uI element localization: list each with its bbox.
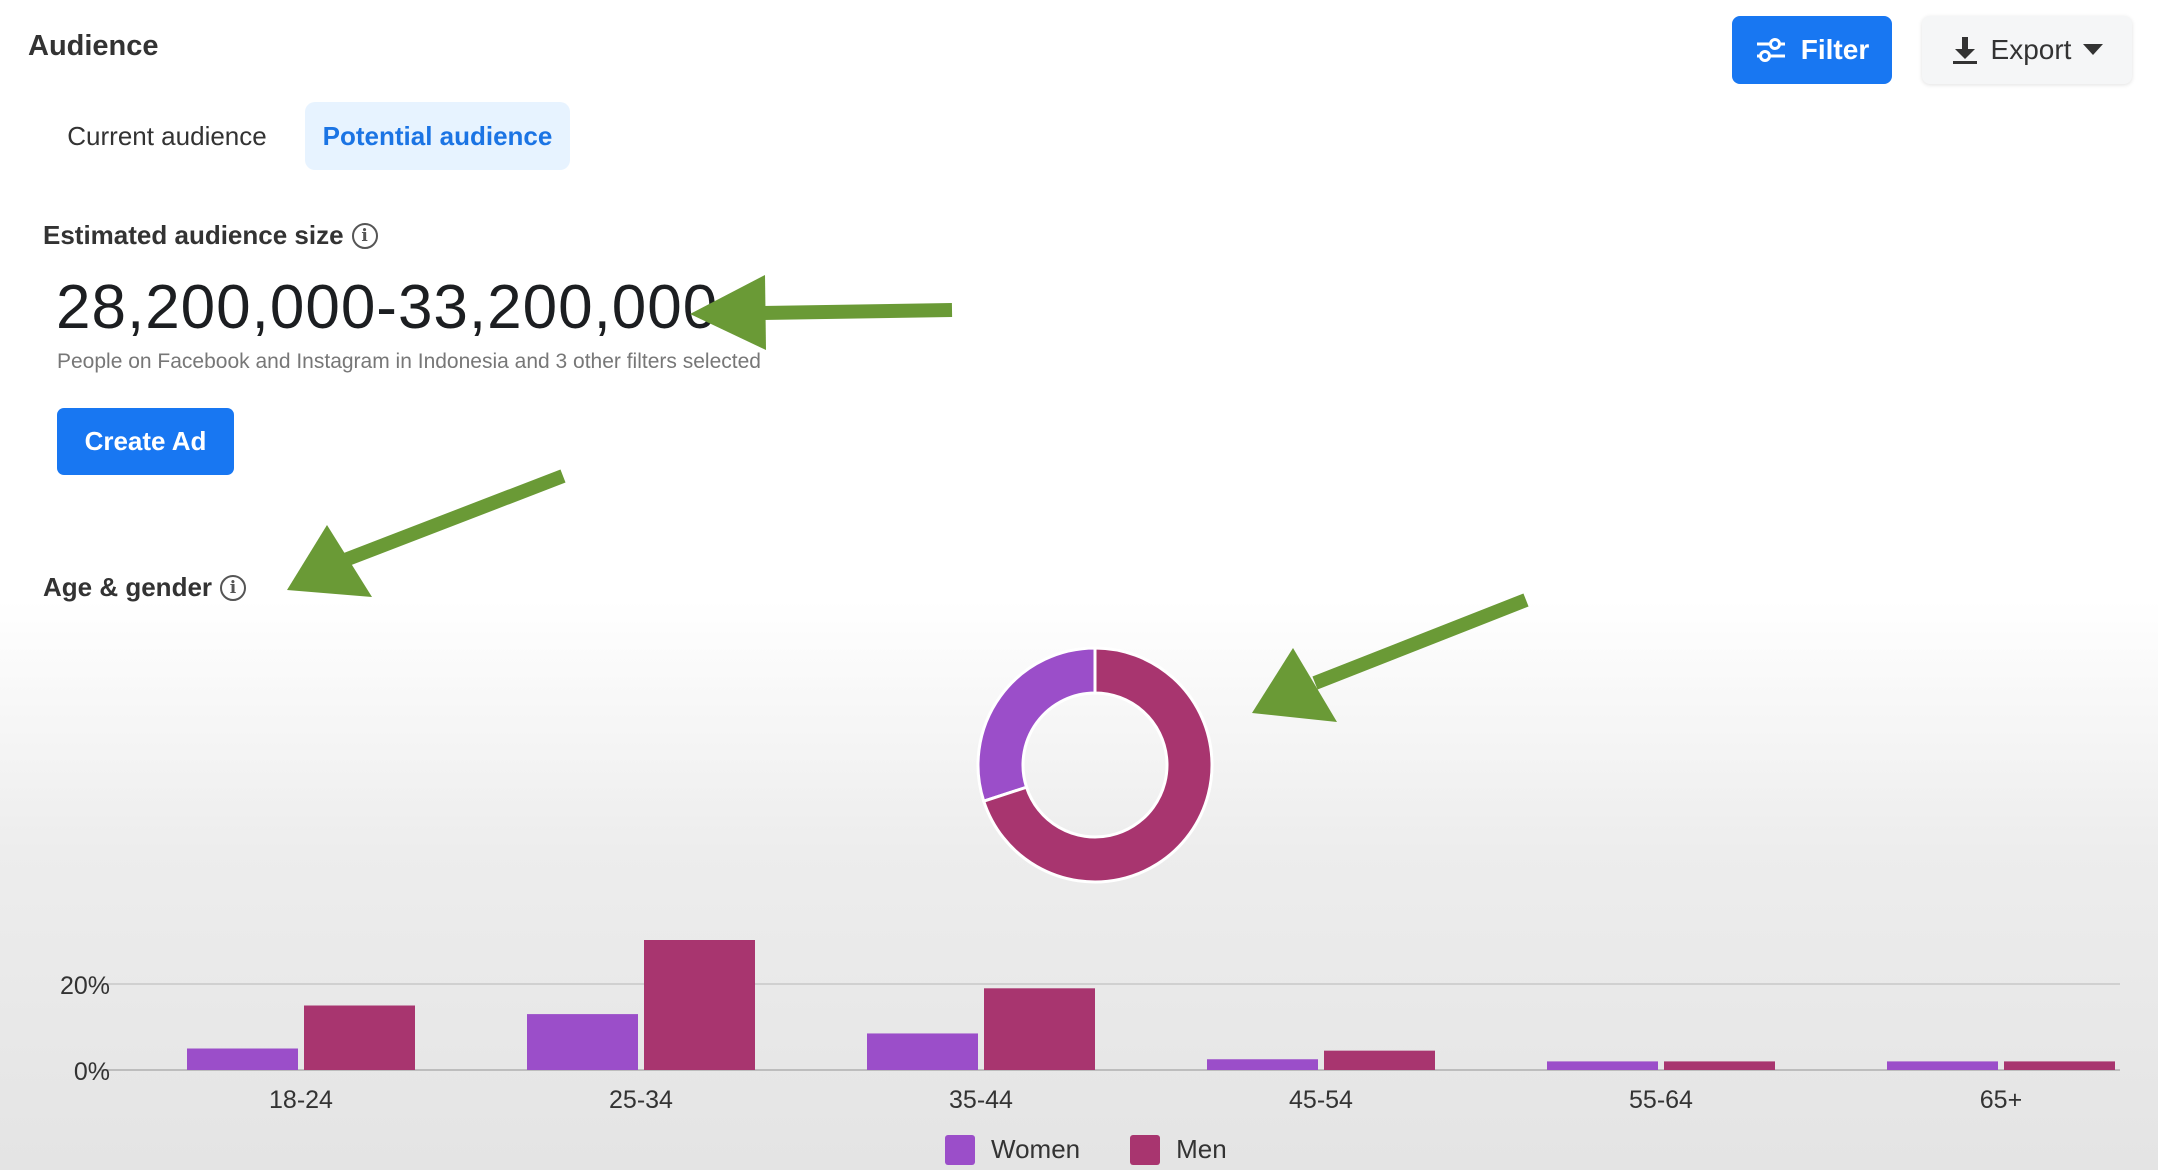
- bar-women-18-24[interactable]: [187, 1048, 298, 1071]
- bar-women-25-34[interactable]: [527, 1014, 638, 1070]
- create-ad-button[interactable]: Create Ad: [57, 408, 234, 475]
- bar-women-35-44[interactable]: [867, 1033, 978, 1070]
- arrow-to-donut: [1252, 593, 1529, 722]
- tab-current-audience[interactable]: Current audience: [67, 120, 267, 151]
- x-tick-label: 65+: [1980, 1086, 2022, 1114]
- export-button[interactable]: Export: [1922, 16, 2132, 84]
- x-tick-label: 35-44: [949, 1086, 1013, 1114]
- export-label: Export: [1990, 34, 2072, 65]
- legend-swatch-men: [1130, 1134, 1161, 1165]
- bar-men-45-54[interactable]: [1324, 1050, 1435, 1070]
- arrow-to-audience-size: [690, 275, 953, 350]
- legend-item-men: Men: [1130, 1134, 1227, 1165]
- chart-legend: Women Men: [945, 1134, 1227, 1165]
- age-gender-label: Age & gender i: [43, 572, 247, 603]
- x-tick-label: 45-54: [1289, 1086, 1353, 1114]
- legend-item-women: Women: [945, 1134, 1080, 1165]
- page-title: Audience: [28, 30, 159, 62]
- bar-men-55-64[interactable]: [1664, 1061, 1775, 1070]
- tab-potential-audience[interactable]: Potential audience: [305, 102, 570, 170]
- gender-donut-chart: [976, 646, 1214, 884]
- x-tick-label: 55-64: [1629, 1086, 1693, 1114]
- filter-sliders-icon: [1756, 38, 1785, 62]
- y-tick-label: 20%: [60, 972, 110, 1000]
- age-gender-bar-chart: 0% 20% 18-24 25-34 35-44 45-54 55-64 65+: [60, 940, 2120, 1114]
- donut-slice-women[interactable]: [976, 646, 1097, 804]
- audience-size-subtitle: People on Facebook and Instagram in Indo…: [57, 350, 761, 373]
- info-icon[interactable]: i: [351, 222, 378, 249]
- bar-women-55-64[interactable]: [1547, 1061, 1658, 1070]
- legend-label-men: Men: [1176, 1134, 1227, 1164]
- filter-label: Filter: [1800, 34, 1870, 65]
- legend-swatch-women: [945, 1134, 975, 1165]
- x-tick-label: 18-24: [269, 1086, 333, 1114]
- bar-men-18-24[interactable]: [304, 1005, 415, 1071]
- bar-women-45-54[interactable]: [1207, 1059, 1318, 1070]
- estimated-audience-size-label: Estimated audience size i: [43, 220, 378, 251]
- estimated-audience-size-text: Estimated audience size: [43, 220, 344, 250]
- y-tick-label: 0%: [74, 1058, 110, 1086]
- bar-women-65+[interactable]: [1887, 1061, 1998, 1070]
- download-icon: [1952, 37, 1977, 64]
- donut-slice-men[interactable]: [981, 646, 1214, 884]
- x-tick-label: 25-34: [609, 1086, 673, 1114]
- arrow-to-age-gender: [287, 469, 566, 597]
- bar-men-65+[interactable]: [2004, 1061, 2115, 1070]
- age-gender-text: Age & gender: [43, 572, 213, 602]
- filter-button[interactable]: Filter: [1732, 16, 1892, 84]
- info-icon[interactable]: i: [220, 574, 247, 601]
- caret-down-icon: [2083, 44, 2104, 55]
- bar-men-35-44[interactable]: [984, 988, 1095, 1070]
- bar-men-25-34[interactable]: [644, 940, 755, 1070]
- legend-label-women: Women: [991, 1134, 1081, 1164]
- audience-size-value: 28,200,000-33,200,000: [56, 273, 719, 342]
